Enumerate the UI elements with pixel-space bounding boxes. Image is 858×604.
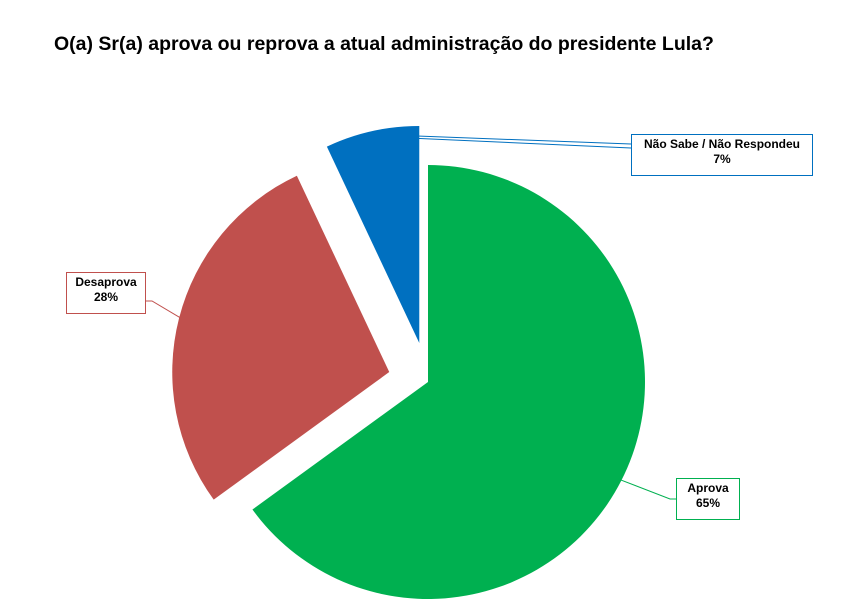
data-label-desaprova: Desaprova 28% (66, 272, 146, 314)
chart-title: O(a) Sr(a) aprova ou reprova a atual adm… (54, 33, 714, 55)
slice-nao-sabe (326, 125, 420, 343)
data-label-nao-sabe: Não Sabe / Não Respondeu 7% (631, 134, 813, 176)
slice-desaprova (172, 175, 390, 500)
slice-aprova-leader-line (618, 478, 676, 500)
slice-label-desaprova: Desaprova (75, 275, 137, 289)
slice-label-aprova: Aprova (687, 481, 729, 495)
slice-nao-sabe-leader-line-2 (372, 135, 632, 149)
slice-aprova (252, 165, 646, 599)
slice-nao-sabe-leader-line (372, 133, 632, 145)
slice-percent-desaprova: 28% (93, 290, 119, 304)
slice-label-nao-sabe: Não Sabe / Não Respondeu (643, 137, 801, 151)
slice-desaprova-leader-line (146, 300, 183, 320)
slice-percent-nao-sabe: 7% (713, 152, 731, 166)
slice-percent-aprova: 65% (695, 496, 721, 510)
data-label-aprova: Aprova 65% (676, 478, 740, 520)
